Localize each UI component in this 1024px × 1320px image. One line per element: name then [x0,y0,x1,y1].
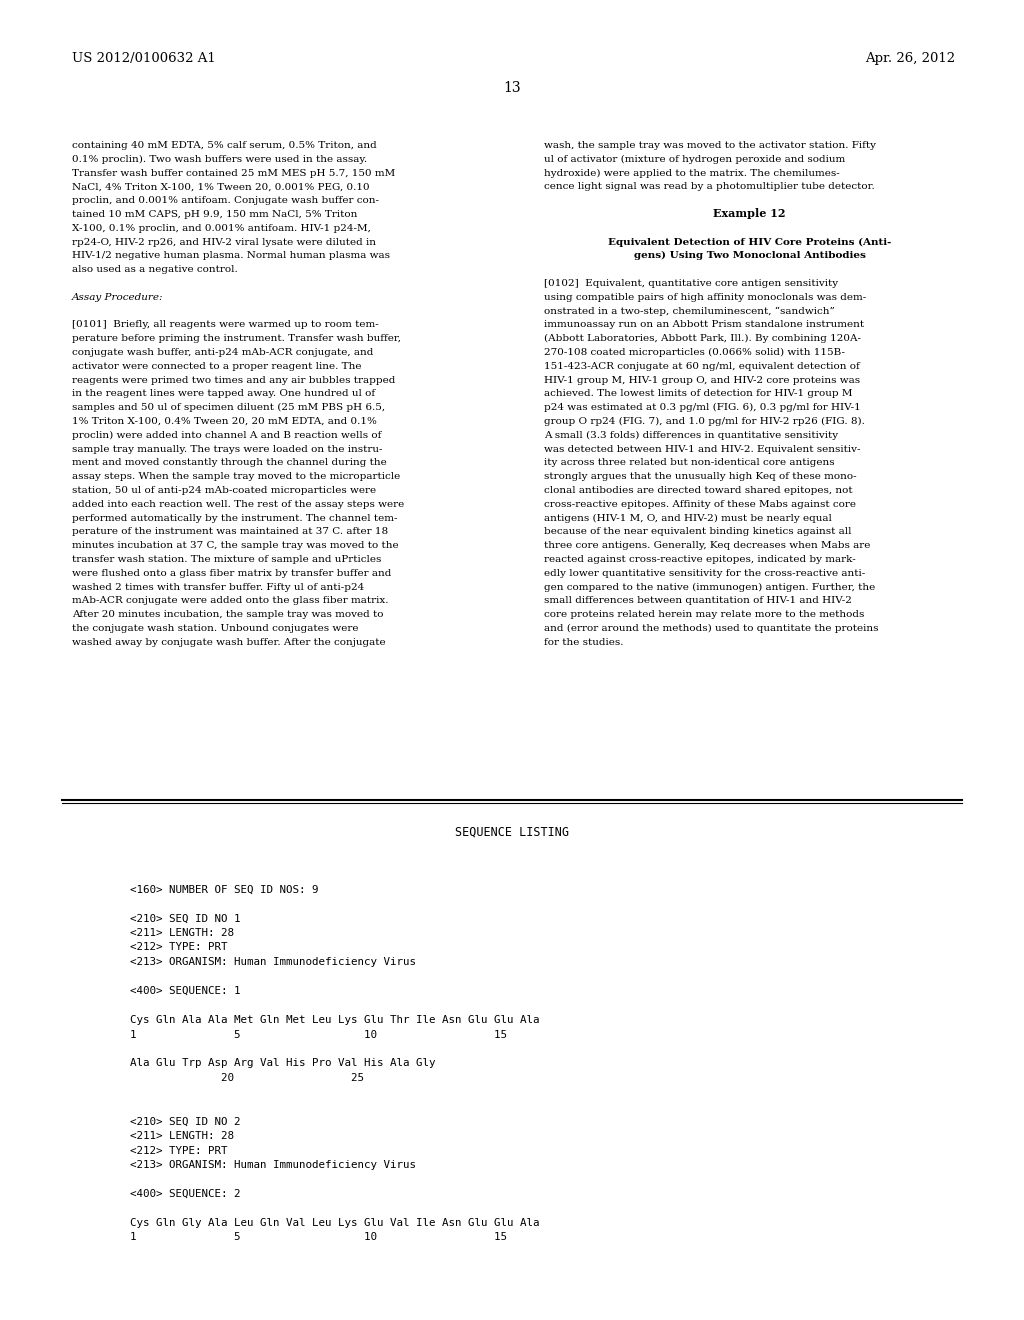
Text: added into each reaction well. The rest of the assay steps were: added into each reaction well. The rest … [72,500,404,508]
Text: in the reagent lines were tapped away. One hundred ul of: in the reagent lines were tapped away. O… [72,389,375,399]
Text: reagents were primed two times and any air bubbles trapped: reagents were primed two times and any a… [72,376,395,384]
Text: Cys Gln Gly Ala Leu Gln Val Leu Lys Glu Val Ile Asn Glu Glu Ala: Cys Gln Gly Ala Leu Gln Val Leu Lys Glu … [130,1218,540,1228]
Text: Apr. 26, 2012: Apr. 26, 2012 [865,51,955,65]
Text: ity across three related but non-identical core antigens: ity across three related but non-identic… [544,458,835,467]
Text: antigens (HIV-1 M, O, and HIV-2) must be nearly equal: antigens (HIV-1 M, O, and HIV-2) must be… [544,513,831,523]
Text: Ala Glu Trp Asp Arg Val His Pro Val His Ala Gly: Ala Glu Trp Asp Arg Val His Pro Val His … [130,1059,435,1068]
Text: Transfer wash buffer contained 25 mM MES pH 5.7, 150 mM: Transfer wash buffer contained 25 mM MES… [72,169,395,178]
Text: reacted against cross-reactive epitopes, indicated by mark-: reacted against cross-reactive epitopes,… [544,554,856,564]
Text: Assay Procedure:: Assay Procedure: [72,293,164,302]
Text: mAb-ACR conjugate were added onto the glass fiber matrix.: mAb-ACR conjugate were added onto the gl… [72,597,388,606]
Text: <400> SEQUENCE: 2: <400> SEQUENCE: 2 [130,1189,241,1199]
Text: minutes incubation at 37 C, the sample tray was moved to the: minutes incubation at 37 C, the sample t… [72,541,398,550]
Text: X-100, 0.1% proclin, and 0.001% antifoam. HIV-1 p24-M,: X-100, 0.1% proclin, and 0.001% antifoam… [72,224,371,232]
Text: washed 2 times with transfer buffer. Fifty ul of anti-p24: washed 2 times with transfer buffer. Fif… [72,582,365,591]
Text: hydroxide) were applied to the matrix. The chemilumes-: hydroxide) were applied to the matrix. T… [544,169,840,178]
Text: and (error around the methods) used to quantitate the proteins: and (error around the methods) used to q… [544,624,879,634]
Text: A small (3.3 folds) differences in quantitative sensitivity: A small (3.3 folds) differences in quant… [544,430,838,440]
Text: p24 was estimated at 0.3 pg/ml (FIG. 6), 0.3 pg/ml for HIV-1: p24 was estimated at 0.3 pg/ml (FIG. 6),… [544,403,861,412]
Text: proclin, and 0.001% antifoam. Conjugate wash buffer con-: proclin, and 0.001% antifoam. Conjugate … [72,197,379,205]
Text: perature before priming the instrument. Transfer wash buffer,: perature before priming the instrument. … [72,334,401,343]
Text: HIV-1 group M, HIV-1 group O, and HIV-2 core proteins was: HIV-1 group M, HIV-1 group O, and HIV-2 … [544,376,860,384]
Text: [0101]  Briefly, all reagents were warmed up to room tem-: [0101] Briefly, all reagents were warmed… [72,321,379,330]
Text: US 2012/0100632 A1: US 2012/0100632 A1 [72,51,216,65]
Text: core proteins related herein may relate more to the methods: core proteins related herein may relate … [544,610,864,619]
Text: Cys Gln Ala Ala Met Gln Met Leu Lys Glu Thr Ile Asn Glu Glu Ala: Cys Gln Ala Ala Met Gln Met Leu Lys Glu … [130,1015,540,1026]
Text: containing 40 mM EDTA, 5% calf serum, 0.5% Triton, and: containing 40 mM EDTA, 5% calf serum, 0.… [72,141,377,150]
Text: <210> SEQ ID NO 1: <210> SEQ ID NO 1 [130,913,241,924]
Text: <213> ORGANISM: Human Immunodeficiency Virus: <213> ORGANISM: Human Immunodeficiency V… [130,1160,416,1170]
Text: perature of the instrument was maintained at 37 C. after 18: perature of the instrument was maintaine… [72,528,388,536]
Text: 20                  25: 20 25 [130,1073,364,1082]
Text: wash, the sample tray was moved to the activator station. Fifty: wash, the sample tray was moved to the a… [544,141,876,150]
Text: conjugate wash buffer, anti-p24 mAb-ACR conjugate, and: conjugate wash buffer, anti-p24 mAb-ACR … [72,348,374,356]
Text: was detected between HIV-1 and HIV-2. Equivalent sensitiv-: was detected between HIV-1 and HIV-2. Eq… [544,445,860,454]
Text: 1               5                   10                  15: 1 5 10 15 [130,1233,507,1242]
Text: achieved. The lowest limits of detection for HIV-1 group M: achieved. The lowest limits of detection… [544,389,853,399]
Text: tained 10 mM CAPS, pH 9.9, 150 mm NaCl, 5% Triton: tained 10 mM CAPS, pH 9.9, 150 mm NaCl, … [72,210,357,219]
Text: After 20 minutes incubation, the sample tray was moved to: After 20 minutes incubation, the sample … [72,610,384,619]
Text: 151-423-ACR conjugate at 60 ng/ml, equivalent detection of: 151-423-ACR conjugate at 60 ng/ml, equiv… [544,362,860,371]
Text: group O rp24 (FIG. 7), and 1.0 pg/ml for HIV-2 rp26 (FIG. 8).: group O rp24 (FIG. 7), and 1.0 pg/ml for… [544,417,865,426]
Text: onstrated in a two-step, chemiluminescent, “sandwich”: onstrated in a two-step, chemiluminescen… [544,306,835,315]
Text: for the studies.: for the studies. [544,638,624,647]
Text: gens) Using Two Monoclonal Antibodies: gens) Using Two Monoclonal Antibodies [634,251,865,260]
Text: [0102]  Equivalent, quantitative core antigen sensitivity: [0102] Equivalent, quantitative core ant… [544,279,838,288]
Text: HIV-1/2 negative human plasma. Normal human plasma was: HIV-1/2 negative human plasma. Normal hu… [72,251,390,260]
Text: washed away by conjugate wash buffer. After the conjugate: washed away by conjugate wash buffer. Af… [72,638,386,647]
Text: 270-108 coated microparticles (0.066% solid) with 115B-: 270-108 coated microparticles (0.066% so… [544,348,845,356]
Text: sample tray manually. The trays were loaded on the instru-: sample tray manually. The trays were loa… [72,445,383,454]
Text: assay steps. When the sample tray moved to the microparticle: assay steps. When the sample tray moved … [72,473,400,482]
Text: activator were connected to a proper reagent line. The: activator were connected to a proper rea… [72,362,361,371]
Text: samples and 50 ul of specimen diluent (25 mM PBS pH 6.5,: samples and 50 ul of specimen diluent (2… [72,403,385,412]
Text: <212> TYPE: PRT: <212> TYPE: PRT [130,942,227,953]
Text: cross-reactive epitopes. Affinity of these Mabs against core: cross-reactive epitopes. Affinity of the… [544,500,856,508]
Text: because of the near equivalent binding kinetics against all: because of the near equivalent binding k… [544,528,852,536]
Text: station, 50 ul of anti-p24 mAb-coated microparticles were: station, 50 ul of anti-p24 mAb-coated mi… [72,486,376,495]
Text: edly lower quantitative sensitivity for the cross-reactive anti-: edly lower quantitative sensitivity for … [544,569,865,578]
Text: cence light signal was read by a photomultiplier tube detector.: cence light signal was read by a photomu… [544,182,874,191]
Text: <212> TYPE: PRT: <212> TYPE: PRT [130,1146,227,1155]
Text: three core antigens. Generally, Keq decreases when Mabs are: three core antigens. Generally, Keq decr… [544,541,870,550]
Text: 1               5                   10                  15: 1 5 10 15 [130,1030,507,1040]
Text: <213> ORGANISM: Human Immunodeficiency Virus: <213> ORGANISM: Human Immunodeficiency V… [130,957,416,968]
Text: Equivalent Detection of HIV Core Proteins (Anti-: Equivalent Detection of HIV Core Protein… [608,238,891,247]
Text: were flushed onto a glass fiber matrix by transfer buffer and: were flushed onto a glass fiber matrix b… [72,569,391,578]
Text: the conjugate wash station. Unbound conjugates were: the conjugate wash station. Unbound conj… [72,624,358,634]
Text: ment and moved constantly through the channel during the: ment and moved constantly through the ch… [72,458,387,467]
Text: small differences between quantitation of HIV-1 and HIV-2: small differences between quantitation o… [544,597,852,606]
Text: proclin) were added into channel A and B reaction wells of: proclin) were added into channel A and B… [72,430,381,440]
Text: transfer wash station. The mixture of sample and uPrticles: transfer wash station. The mixture of sa… [72,554,381,564]
Text: gen compared to the native (immunogen) antigen. Further, the: gen compared to the native (immunogen) a… [544,582,876,591]
Text: 13: 13 [503,81,521,95]
Text: <210> SEQ ID NO 2: <210> SEQ ID NO 2 [130,1117,241,1126]
Text: Example 12: Example 12 [714,209,785,219]
Text: immunoassay run on an Abbott Prism standalone instrument: immunoassay run on an Abbott Prism stand… [544,321,864,330]
Text: strongly argues that the unusually high Keq of these mono-: strongly argues that the unusually high … [544,473,857,482]
Text: also used as a negative control.: also used as a negative control. [72,265,238,275]
Text: ul of activator (mixture of hydrogen peroxide and sodium: ul of activator (mixture of hydrogen per… [544,154,845,164]
Text: NaCl, 4% Triton X-100, 1% Tween 20, 0.001% PEG, 0.10: NaCl, 4% Triton X-100, 1% Tween 20, 0.00… [72,182,370,191]
Text: <211> LENGTH: 28: <211> LENGTH: 28 [130,1131,234,1140]
Text: SEQUENCE LISTING: SEQUENCE LISTING [455,826,569,840]
Text: <400> SEQUENCE: 1: <400> SEQUENCE: 1 [130,986,241,997]
Text: performed automatically by the instrument. The channel tem-: performed automatically by the instrumen… [72,513,397,523]
Text: 0.1% proclin). Two wash buffers were used in the assay.: 0.1% proclin). Two wash buffers were use… [72,154,368,164]
Text: clonal antibodies are directed toward shared epitopes, not: clonal antibodies are directed toward sh… [544,486,853,495]
Text: (Abbott Laboratories, Abbott Park, Ill.). By combining 120A-: (Abbott Laboratories, Abbott Park, Ill.)… [544,334,861,343]
Text: <211> LENGTH: 28: <211> LENGTH: 28 [130,928,234,939]
Text: 1% Triton X-100, 0.4% Tween 20, 20 mM EDTA, and 0.1%: 1% Triton X-100, 0.4% Tween 20, 20 mM ED… [72,417,377,426]
Text: <160> NUMBER OF SEQ ID NOS: 9: <160> NUMBER OF SEQ ID NOS: 9 [130,884,318,895]
Text: rp24-O, HIV-2 rp26, and HIV-2 viral lysate were diluted in: rp24-O, HIV-2 rp26, and HIV-2 viral lysa… [72,238,376,247]
Text: using compatible pairs of high affinity monoclonals was dem-: using compatible pairs of high affinity … [544,293,866,302]
